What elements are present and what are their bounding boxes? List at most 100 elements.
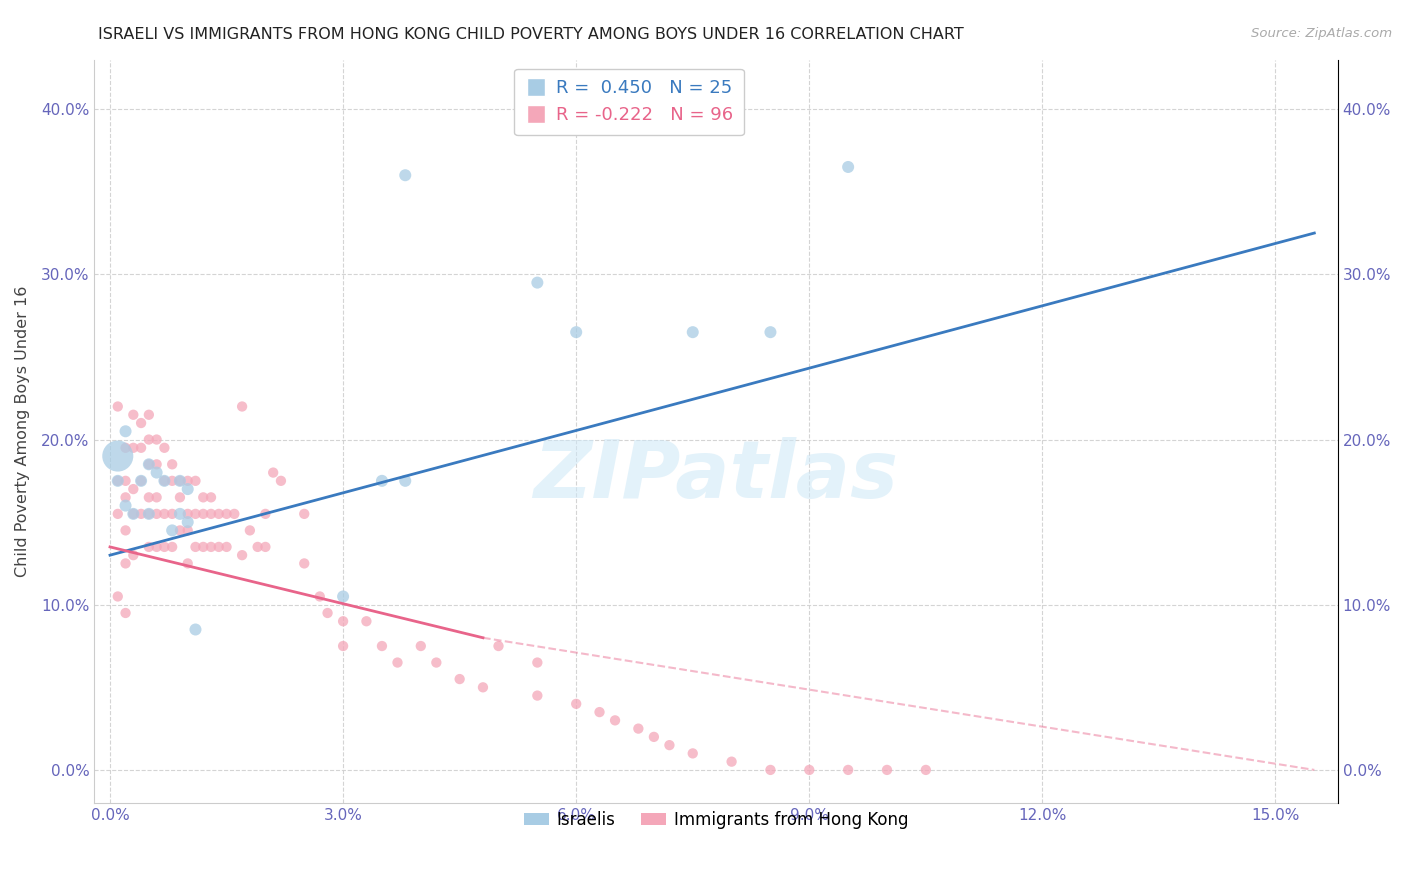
Point	[107, 590, 129, 604]
Point	[193, 540, 215, 554]
Point	[138, 433, 160, 447]
Text: ISRAELI VS IMMIGRANTS FROM HONG KONG CHILD POVERTY AMONG BOYS UNDER 16 CORRELATI: ISRAELI VS IMMIGRANTS FROM HONG KONG CHI…	[98, 27, 965, 42]
Point	[488, 639, 510, 653]
Point	[184, 507, 207, 521]
Point	[292, 557, 315, 571]
Point	[215, 540, 238, 554]
Point	[332, 639, 354, 653]
Point	[292, 507, 315, 521]
Point	[160, 458, 183, 472]
Point	[153, 441, 176, 455]
Point	[526, 276, 548, 290]
Point	[177, 524, 200, 538]
Point	[239, 524, 262, 538]
Point	[332, 614, 354, 628]
Point	[122, 548, 145, 562]
Point	[138, 408, 160, 422]
Point	[145, 491, 167, 505]
Point	[231, 400, 253, 414]
Point	[160, 507, 183, 521]
Point	[153, 474, 176, 488]
Point	[145, 458, 167, 472]
Point	[129, 474, 152, 488]
Point	[138, 507, 160, 521]
Y-axis label: Child Poverty Among Boys Under 16: Child Poverty Among Boys Under 16	[15, 285, 30, 577]
Point	[114, 606, 136, 620]
Point	[394, 474, 416, 488]
Point	[627, 722, 650, 736]
Point	[658, 738, 681, 752]
Point	[914, 763, 936, 777]
Point	[837, 160, 859, 174]
Point	[177, 515, 200, 529]
Point	[129, 441, 152, 455]
Point	[145, 433, 167, 447]
Point	[759, 763, 782, 777]
Point	[129, 474, 152, 488]
Point	[332, 590, 354, 604]
Point	[200, 540, 222, 554]
Point	[262, 466, 284, 480]
Point	[246, 540, 269, 554]
Point	[138, 540, 160, 554]
Point	[122, 441, 145, 455]
Point	[169, 491, 191, 505]
Point	[160, 524, 183, 538]
Point	[122, 507, 145, 521]
Point	[588, 705, 610, 719]
Point	[184, 474, 207, 488]
Text: ZIPatlas: ZIPatlas	[533, 437, 898, 515]
Point	[565, 697, 588, 711]
Point	[526, 656, 548, 670]
Point	[138, 507, 160, 521]
Point	[394, 168, 416, 182]
Point	[254, 540, 277, 554]
Point	[107, 400, 129, 414]
Legend: Israelis, Immigrants from Hong Kong: Israelis, Immigrants from Hong Kong	[517, 805, 915, 836]
Point	[682, 747, 704, 761]
Point	[160, 474, 183, 488]
Point	[160, 540, 183, 554]
Point	[193, 507, 215, 521]
Point	[145, 540, 167, 554]
Point	[643, 730, 665, 744]
Point	[387, 656, 409, 670]
Point	[449, 672, 471, 686]
Point	[153, 507, 176, 521]
Point	[114, 557, 136, 571]
Point	[107, 474, 129, 488]
Point	[129, 507, 152, 521]
Point	[184, 623, 207, 637]
Text: Source: ZipAtlas.com: Source: ZipAtlas.com	[1251, 27, 1392, 40]
Point	[208, 540, 231, 554]
Point	[208, 507, 231, 521]
Point	[169, 474, 191, 488]
Point	[371, 474, 394, 488]
Point	[876, 763, 898, 777]
Point	[114, 441, 136, 455]
Point	[114, 491, 136, 505]
Point	[138, 458, 160, 472]
Point	[425, 656, 447, 670]
Point	[720, 755, 742, 769]
Point	[169, 507, 191, 521]
Point	[114, 499, 136, 513]
Point	[270, 474, 292, 488]
Point	[114, 474, 136, 488]
Point	[114, 524, 136, 538]
Point	[169, 474, 191, 488]
Point	[145, 466, 167, 480]
Point	[145, 507, 167, 521]
Point	[184, 540, 207, 554]
Point	[177, 474, 200, 488]
Point	[122, 408, 145, 422]
Point	[107, 449, 129, 463]
Point	[153, 474, 176, 488]
Point	[308, 590, 330, 604]
Point	[799, 763, 821, 777]
Point	[409, 639, 432, 653]
Point	[169, 524, 191, 538]
Point	[371, 639, 394, 653]
Point	[472, 681, 495, 695]
Point	[837, 763, 859, 777]
